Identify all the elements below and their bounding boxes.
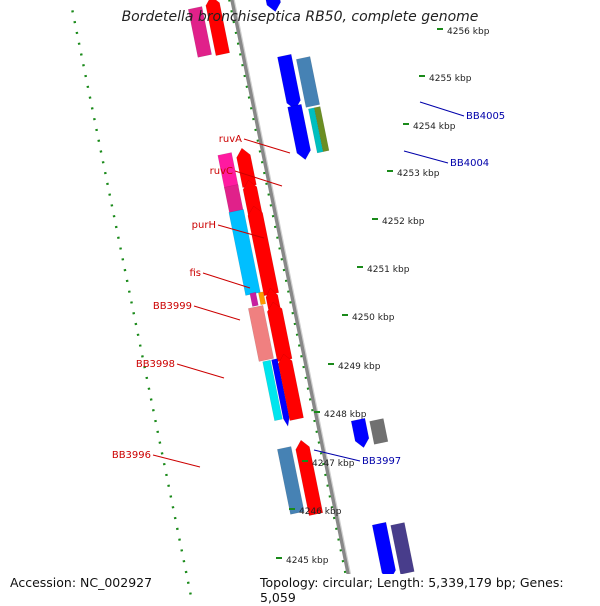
feature-layer — [187, 0, 415, 581]
gene-label-purh[interactable]: purH — [192, 220, 216, 231]
gene-feature — [247, 305, 274, 362]
gene-feature — [287, 103, 311, 161]
gene-label-bb3996[interactable]: BB3996 — [112, 450, 151, 461]
gene-leader-line — [152, 454, 201, 468]
gene-feature — [265, 0, 281, 13]
gene-feature — [295, 439, 324, 516]
gene-feature — [277, 446, 305, 515]
backbone-ring-highlight — [233, 0, 357, 600]
gene-feature — [249, 291, 259, 307]
tick-label: 4255 kbp — [429, 74, 472, 84]
accession-text: Accession: NC_002927 — [8, 574, 155, 591]
gene-label-bb4005[interactable]: BB4005 — [466, 111, 505, 122]
gene-label-fis[interactable]: fis — [189, 268, 201, 279]
gene-label-bb3997[interactable]: BB3997 — [362, 456, 401, 467]
gene-feature — [187, 6, 212, 58]
tick-label: 4256 kbp — [447, 27, 490, 37]
gene-label-bb3998[interactable]: BB3998 — [136, 359, 175, 370]
gene-leader-line — [217, 224, 265, 239]
gene-label-bb3999[interactable]: BB3999 — [153, 301, 192, 312]
gene-feature — [265, 287, 281, 310]
ring-layer — [71, 0, 357, 600]
tick-label: 4249 kbp — [338, 362, 381, 372]
tick-label: 4252 kbp — [382, 217, 425, 227]
map-title: Bordetella bronchiseptica RB50, complete… — [121, 9, 479, 25]
gene-leader-line — [243, 138, 291, 154]
gene-feature — [278, 353, 304, 421]
tick-label: 4246 kbp — [299, 507, 342, 517]
gene-feature — [242, 179, 263, 218]
gene-leader-line — [419, 101, 465, 117]
gene-feature — [236, 147, 257, 188]
gene-label-ruvc[interactable]: ruvC — [210, 166, 233, 177]
gene-feature — [258, 291, 266, 306]
gene-leader-line — [403, 150, 449, 164]
gene-feature — [228, 209, 261, 296]
gene-feature — [247, 205, 280, 297]
backbone-ring — [230, 0, 356, 600]
gene-leader-line — [313, 449, 361, 462]
gene-feature — [350, 417, 370, 449]
gene-leader-line — [176, 363, 225, 379]
gene-leader-line — [234, 170, 283, 187]
label-layer: ruvA ruvC purH fis BB3999 BB3998 BB3996 BB4005 B… — [112, 101, 505, 468]
tick-label: 4247 kbp — [312, 459, 355, 469]
tick-label: 4250 kbp — [352, 313, 395, 323]
gene-feature — [262, 359, 283, 422]
gene-leader-line — [202, 272, 251, 289]
tick-label: 4251 kbp — [367, 265, 410, 275]
gene-feature — [369, 418, 389, 445]
gene-feature — [277, 53, 301, 111]
gene-feature — [295, 56, 320, 108]
tick-label: 4253 kbp — [397, 169, 440, 179]
tick-layer: 4256 kbp 4255 kbp 4254 kbp 4253 kbp 4252 kbp… — [276, 27, 490, 566]
gene-label-bb4004[interactable]: BB4004 — [450, 158, 489, 169]
tick-label: 4245 kbp — [286, 556, 329, 566]
gene-leader-line — [193, 305, 241, 321]
gene-label-ruva[interactable]: ruvA — [219, 134, 242, 145]
gene-feature — [313, 106, 330, 153]
gene-feature — [205, 0, 230, 56]
gene-feature — [267, 301, 293, 363]
tick-label: 4254 kbp — [413, 122, 456, 132]
genome-stats-text: Topology: circular; Length: 5,339,179 bp… — [258, 574, 600, 606]
tick-label: 4248 kbp — [324, 410, 367, 420]
